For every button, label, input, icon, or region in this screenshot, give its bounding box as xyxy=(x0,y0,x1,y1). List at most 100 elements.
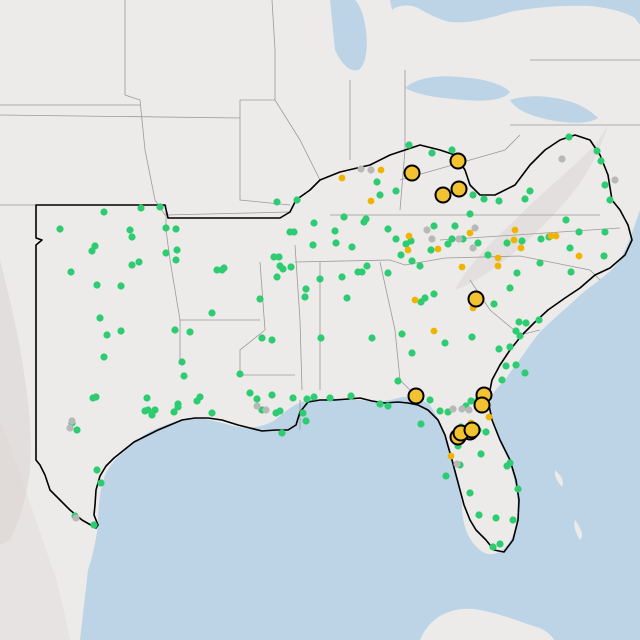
green-point-68[interactable] xyxy=(279,265,287,273)
green-point-178[interactable] xyxy=(354,268,362,276)
green-point-185[interactable] xyxy=(213,266,221,274)
yellow-point-3[interactable] xyxy=(377,166,385,174)
yellow-point-13[interactable] xyxy=(575,252,583,260)
green-point-65[interactable] xyxy=(256,295,264,303)
green-point-89[interactable] xyxy=(448,235,456,243)
green-point-55[interactable] xyxy=(303,395,311,403)
grey-point-7[interactable] xyxy=(469,244,477,252)
green-point-76[interactable] xyxy=(368,334,376,342)
green-point-142[interactable] xyxy=(299,409,307,417)
green-point-23[interactable] xyxy=(171,326,179,334)
green-point-67[interactable] xyxy=(287,263,295,271)
green-point-11[interactable] xyxy=(128,261,136,269)
yellow-point-14[interactable] xyxy=(547,232,555,240)
green-point-72[interactable] xyxy=(317,334,325,342)
green-point-92[interactable] xyxy=(484,251,492,259)
grey-point-16[interactable] xyxy=(367,166,375,174)
yellow-point-16[interactable] xyxy=(405,232,413,240)
green-point-134[interactable] xyxy=(509,516,517,524)
grey-point-18[interactable] xyxy=(253,402,261,410)
green-point-102[interactable] xyxy=(567,268,575,276)
green-point-148[interactable] xyxy=(384,225,392,233)
green-point-12[interactable] xyxy=(162,249,170,257)
green-point-57[interactable] xyxy=(326,394,334,402)
green-point-163[interactable] xyxy=(526,187,534,195)
green-point-164[interactable] xyxy=(495,197,503,205)
green-point-69[interactable] xyxy=(268,336,276,344)
green-point-3[interactable] xyxy=(137,204,145,212)
green-point-159[interactable] xyxy=(597,157,605,165)
green-point-157[interactable] xyxy=(606,196,614,204)
green-point-26[interactable] xyxy=(178,358,186,366)
yellow-point-10[interactable] xyxy=(510,236,518,244)
green-point-49[interactable] xyxy=(253,395,261,403)
green-point-139[interactable] xyxy=(426,396,434,404)
green-point-21[interactable] xyxy=(103,331,111,339)
green-point-108[interactable] xyxy=(512,327,520,335)
green-point-13[interactable] xyxy=(173,246,181,254)
yellow-marker-8[interactable] xyxy=(473,396,491,414)
green-point-161[interactable] xyxy=(565,133,573,141)
green-point-166[interactable] xyxy=(469,191,477,199)
green-point-38[interactable] xyxy=(90,521,98,529)
grey-point-10[interactable] xyxy=(458,405,466,413)
green-point-183[interactable] xyxy=(302,285,310,293)
green-point-35[interactable] xyxy=(93,466,101,474)
green-point-120[interactable] xyxy=(436,407,444,415)
green-point-165[interactable] xyxy=(480,195,488,203)
yellow-point-17[interactable] xyxy=(434,245,442,253)
green-point-124[interactable] xyxy=(482,428,490,436)
yellow-point-8[interactable] xyxy=(494,262,502,270)
green-point-171[interactable] xyxy=(376,191,384,199)
green-point-19[interactable] xyxy=(96,314,104,322)
green-point-79[interactable] xyxy=(394,377,402,385)
green-point-110[interactable] xyxy=(535,316,543,324)
green-point-47[interactable] xyxy=(236,370,244,378)
green-point-168[interactable] xyxy=(451,222,459,230)
green-point-15[interactable] xyxy=(220,264,228,272)
green-point-6[interactable] xyxy=(128,233,136,241)
green-point-133[interactable] xyxy=(496,540,504,548)
green-point-36[interactable] xyxy=(97,479,105,487)
green-point-71[interactable] xyxy=(301,293,309,301)
grey-point-13[interactable] xyxy=(558,155,566,163)
green-point-174[interactable] xyxy=(428,149,436,157)
grey-point-15[interactable] xyxy=(357,165,365,173)
green-point-169[interactable] xyxy=(430,222,438,230)
green-point-25[interactable] xyxy=(208,309,216,317)
green-point-74[interactable] xyxy=(363,262,371,270)
green-point-152[interactable] xyxy=(348,243,356,251)
green-point-129[interactable] xyxy=(503,462,511,470)
green-point-187[interactable] xyxy=(172,256,180,264)
green-point-54[interactable] xyxy=(289,394,297,402)
green-point-135[interactable] xyxy=(475,511,483,519)
green-point-7[interactable] xyxy=(162,224,170,232)
green-point-154[interactable] xyxy=(397,251,405,259)
green-point-99[interactable] xyxy=(575,228,583,236)
green-point-127[interactable] xyxy=(477,450,485,458)
green-point-136[interactable] xyxy=(466,489,474,497)
green-point-170[interactable] xyxy=(373,178,381,186)
yellow-point-7[interactable] xyxy=(458,263,466,271)
yellow-marker-6[interactable] xyxy=(407,387,425,405)
green-point-147[interactable] xyxy=(360,218,368,226)
green-point-56[interactable] xyxy=(310,393,318,401)
yellow-marker-1[interactable] xyxy=(403,164,421,182)
green-point-140[interactable] xyxy=(417,420,425,428)
yellow-point-22[interactable] xyxy=(485,413,493,421)
grey-point-12[interactable] xyxy=(453,460,461,468)
yellow-point-5[interactable] xyxy=(430,327,438,335)
green-point-101[interactable] xyxy=(600,252,608,260)
green-point-149[interactable] xyxy=(392,235,400,243)
yellow-marker-4[interactable] xyxy=(450,180,468,198)
green-point-88[interactable] xyxy=(444,240,452,248)
yellow-point-4[interactable] xyxy=(411,296,419,304)
green-point-186[interactable] xyxy=(135,258,143,266)
grey-point-11[interactable] xyxy=(465,406,473,414)
green-point-105[interactable] xyxy=(490,300,498,308)
green-point-70[interactable] xyxy=(258,334,266,342)
green-point-177[interactable] xyxy=(338,273,346,281)
green-point-58[interactable] xyxy=(347,392,355,400)
green-point-61[interactable] xyxy=(270,253,278,261)
